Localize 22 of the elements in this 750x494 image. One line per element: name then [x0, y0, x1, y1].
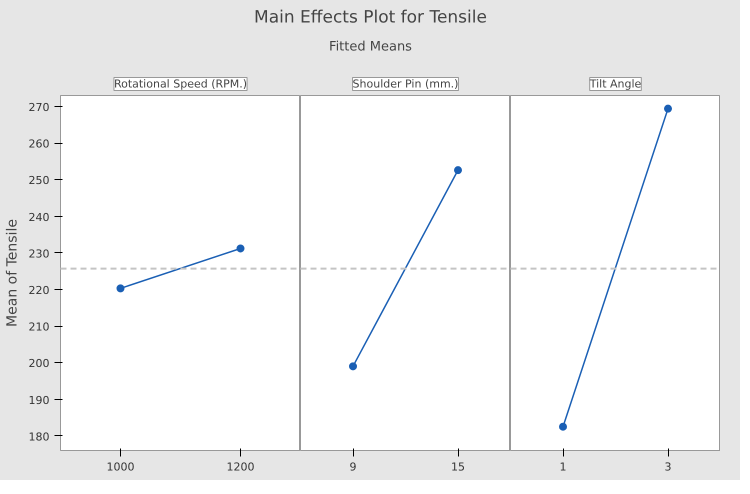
x-tick-label: 15	[451, 460, 465, 474]
y-tick-label: 200	[28, 357, 50, 370]
x-tick-label: 9	[350, 460, 356, 474]
text: Main Effects Plot for Tensile	[254, 8, 487, 28]
y-tick-label: 210	[28, 320, 50, 334]
x-tick-label: 1200	[226, 460, 255, 474]
y-tick-label: 270	[28, 100, 50, 114]
chart-title: Shoulder Pin (mm.)	[352, 78, 458, 90]
x-tick-label: 3	[664, 460, 672, 474]
y-axis-title: Mean of Tensile	[4, 219, 21, 327]
y-tick-label: 220	[28, 284, 50, 297]
chart-title: Rotational Speed (RPM.)	[114, 78, 248, 90]
x-tick-label: 1	[560, 460, 566, 474]
text: Fitted Means	[329, 40, 412, 54]
x-tick-label: 1000	[106, 460, 135, 474]
chart-title: Tilt Angle	[588, 78, 642, 90]
y-tick-label: 240	[28, 210, 50, 224]
y-tick-label: 180	[28, 430, 50, 444]
y-tick-label: 190	[28, 394, 50, 407]
y-tick-label: 250	[28, 174, 50, 188]
y-tick-label: 230	[28, 247, 50, 260]
y-tick-label: 260	[28, 138, 50, 151]
